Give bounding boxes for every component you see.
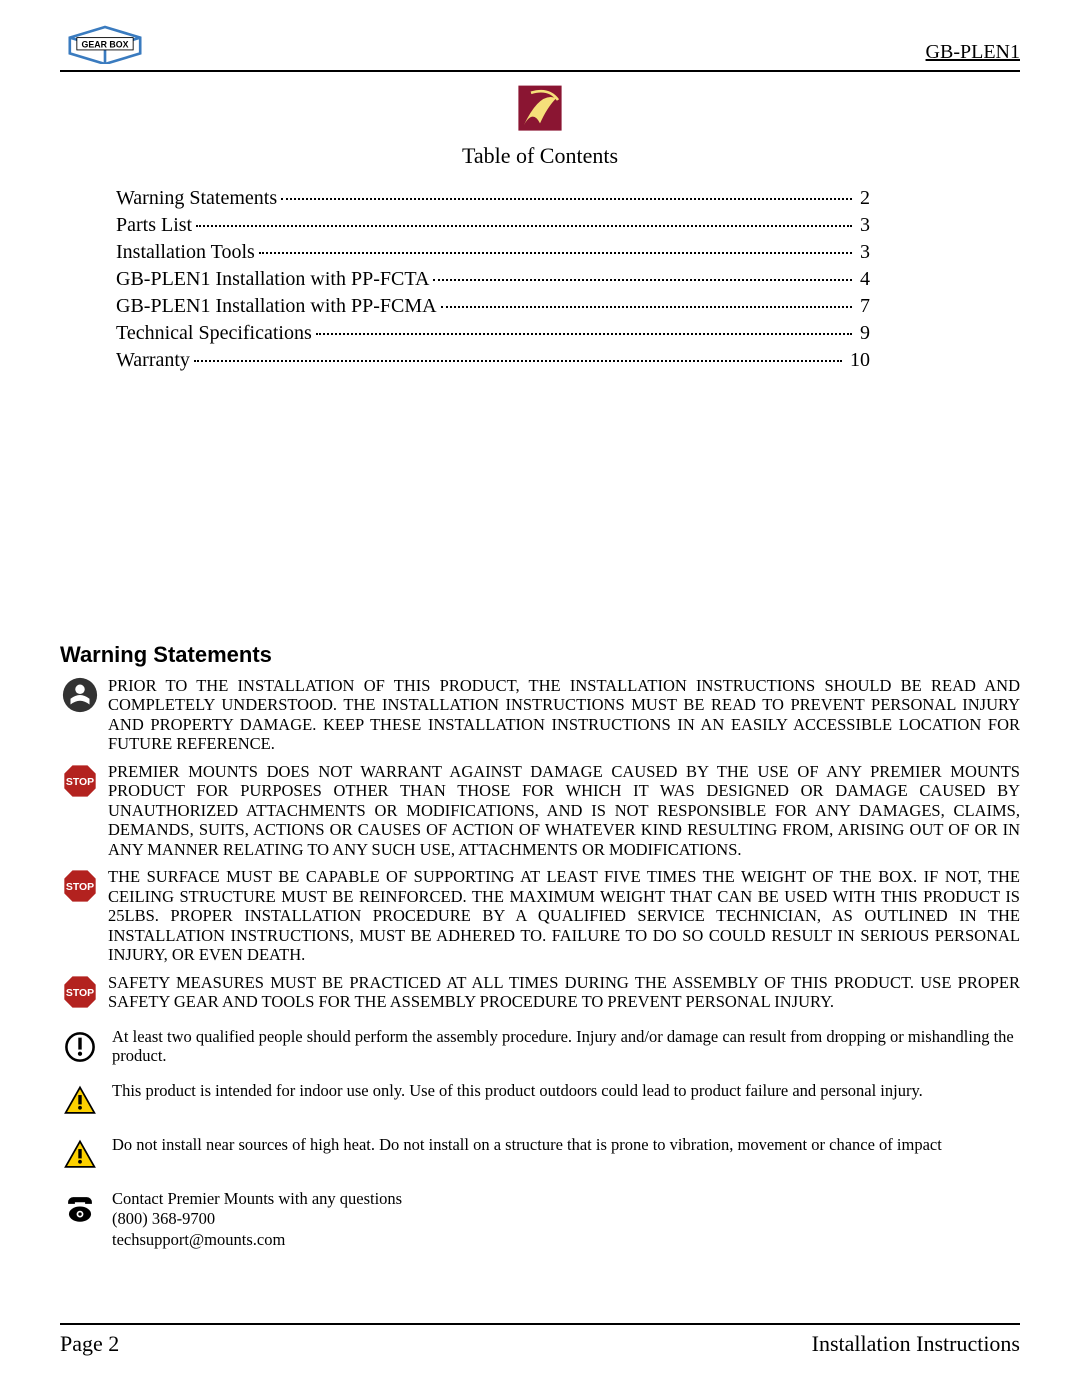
toc-label: Installation Tools: [116, 241, 255, 264]
caution-icon: [60, 1081, 100, 1121]
brand-logo: [60, 82, 1020, 141]
stop-icon: STOP: [60, 762, 100, 802]
product-code: GB-PLEN1: [926, 41, 1020, 64]
toc-leader: [316, 333, 852, 335]
toc-label: GB-PLEN1 Installation with PP-FCMA: [116, 295, 437, 318]
exclaim-icon: [60, 1027, 100, 1067]
read-icon: [60, 676, 100, 716]
toc-page: 10: [846, 349, 870, 372]
warning-block: PRIOR TO THE INSTALLATION OF THIS PRODUC…: [60, 676, 1020, 754]
footer-title: Installation Instructions: [812, 1331, 1020, 1357]
toc-leader: [194, 360, 842, 362]
toc-leader: [441, 306, 852, 308]
toc-label: Warning Statements: [116, 187, 277, 210]
page-footer: Page 2 Installation Instructions: [60, 1323, 1020, 1357]
toc-row: Technical Specifications 9: [116, 322, 870, 345]
toc-title: Table of Contents: [60, 143, 1020, 169]
toc-page: 9: [856, 322, 870, 345]
toc-label: GB-PLEN1 Installation with PP-FCTA: [116, 268, 429, 291]
contact-email: techsupport@mounts.com: [112, 1230, 402, 1251]
toc-row: Installation Tools 3: [116, 241, 870, 264]
toc-row: GB-PLEN1 Installation with PP-FCMA 7: [116, 295, 870, 318]
toc-row: Warranty 10: [116, 349, 870, 372]
toc-label: Parts List: [116, 214, 192, 237]
warning-block: STOP PREMIER MOUNTS DOES NOT WARRANT AGAI…: [60, 762, 1020, 859]
toc-leader: [433, 279, 852, 281]
toc-leader: [281, 198, 852, 200]
info-block: Do not install near sources of high heat…: [60, 1135, 1020, 1175]
toc-page: 2: [856, 187, 870, 210]
gearbox-logo: GEAR BOX: [60, 20, 150, 64]
info-block: This product is intended for indoor use …: [60, 1081, 1020, 1121]
header-rule: [60, 70, 1020, 72]
toc-row: Parts List 3: [116, 214, 870, 237]
toc-label: Technical Specifications: [116, 322, 312, 345]
page-number: Page 2: [60, 1331, 119, 1357]
toc-label: Warranty: [116, 349, 190, 372]
page-header: GEAR BOX GB-PLEN1: [60, 20, 1020, 70]
warning-text: THE SURFACE MUST BE CAPABLE OF SUPPORTIN…: [108, 867, 1020, 964]
table-of-contents: Warning Statements2Parts List3Installati…: [116, 187, 870, 372]
info-text: This product is intended for indoor use …: [112, 1081, 1020, 1101]
caution-icon: [60, 1135, 100, 1175]
stop-icon: STOP: [60, 973, 100, 1013]
svg-text:STOP: STOP: [66, 777, 94, 788]
contact-line1: Contact Premier Mounts with any question…: [112, 1189, 402, 1210]
toc-page: 3: [856, 241, 870, 264]
warning-heading: Warning Statements: [60, 642, 1020, 668]
warning-text: PRIOR TO THE INSTALLATION OF THIS PRODUC…: [108, 676, 1020, 754]
warning-text: PREMIER MOUNTS DOES NOT WARRANT AGAINST …: [108, 762, 1020, 859]
toc-row: GB-PLEN1 Installation with PP-FCTA 4: [116, 268, 870, 291]
phone-icon: [60, 1189, 100, 1229]
toc-page: 4: [856, 268, 870, 291]
contact-phone: (800) 368-9700: [112, 1209, 402, 1230]
warning-text: SAFETY MEASURES MUST BE PRACTICED AT ALL…: [108, 973, 1020, 1012]
toc-row: Warning Statements 2: [116, 187, 870, 210]
svg-text:GEAR BOX: GEAR BOX: [82, 39, 129, 49]
svg-text:STOP: STOP: [66, 882, 94, 893]
svg-text:STOP: STOP: [66, 987, 94, 998]
toc-leader: [259, 252, 852, 254]
toc-leader: [196, 225, 852, 227]
contact-block: Contact Premier Mounts with any question…: [60, 1189, 1020, 1251]
toc-page: 7: [856, 295, 870, 318]
stop-icon: STOP: [60, 867, 100, 907]
warning-block: STOP THE SURFACE MUST BE CAPABLE OF SUPPO…: [60, 867, 1020, 964]
info-block: At least two qualified people should per…: [60, 1027, 1020, 1067]
info-text: At least two qualified people should per…: [112, 1027, 1020, 1067]
info-text: Do not install near sources of high heat…: [112, 1135, 1020, 1155]
warning-block: STOP SAFETY MEASURES MUST BE PRACTICED AT…: [60, 973, 1020, 1013]
toc-page: 3: [856, 214, 870, 237]
